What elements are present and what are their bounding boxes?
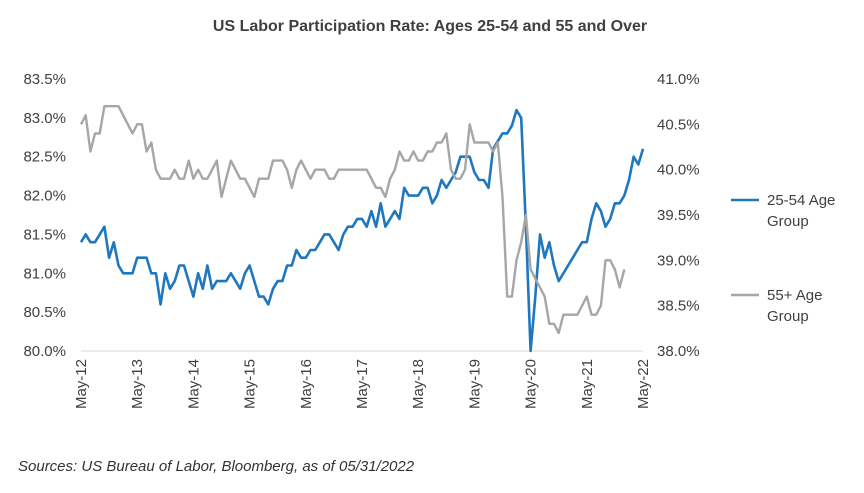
series-lines [79,104,645,353]
left-axis-tick-label: 80.5% [23,304,66,321]
right-axis-tick-label: 40.0% [657,162,700,179]
right-axis-tick-label: 40.5% [657,116,700,133]
left-axis-tick-label: 80.0% [23,343,66,360]
left-axis-tick-label: 81.5% [23,226,66,243]
right-axis-tick-label: 38.5% [657,298,700,315]
x-axis-tick-label: May-14 [185,359,202,409]
legend-label: 55+ Age [767,287,822,304]
right-axis-tick-label: 38.0% [657,343,700,360]
right-axis-tick-label: 41.0% [657,71,700,88]
x-axis-tick-label: May-12 [73,359,90,409]
legend: 25-54 Age Group 55+ Age Group [731,192,835,325]
series-line-age-25-54 [79,108,645,353]
x-axis-tick-label: May-21 [579,359,596,409]
legend-label: Group [767,213,809,230]
right-axis-tick-label: 39.5% [657,207,700,224]
chart-title: US Labor Participation Rate: Ages 25-54 … [213,18,647,35]
left-axis: 80.0% 80.5% 81.0% 81.5% 82.0% 82.5% 83.0% 83.5% [23,71,66,360]
left-axis-tick-label: 81.0% [23,265,66,282]
series-line-age-55-plus [79,104,626,335]
x-axis-tick-label: May-20 [523,359,540,409]
x-axis-tick-label: May-17 [354,359,371,409]
x-axis-tick-label: May-13 [129,359,146,409]
left-axis-tick-label: 83.0% [23,110,66,127]
x-axis: May-12 May-13 May-14 May-15 May-16 May-17 May-… [73,359,652,409]
legend-label: 25-54 Age [767,192,835,209]
x-axis-tick-label: May-16 [298,359,315,409]
right-axis-tick-label: 39.0% [657,252,700,269]
legend-label: Group [767,308,809,325]
left-axis-tick-label: 82.5% [23,149,66,166]
source-note: Sources: US Bureau of Labor, Bloomberg, … [18,458,415,475]
left-axis-tick-label: 82.0% [23,188,66,205]
x-axis-tick-label: May-18 [410,359,427,409]
x-axis-tick-label: May-22 [635,359,652,409]
left-axis-tick-label: 83.5% [23,71,66,88]
x-axis-tick-label: May-15 [242,359,259,409]
x-axis-tick-label: May-19 [466,359,483,409]
right-axis: 38.0% 38.5% 39.0% 39.5% 40.0% 40.5% 41.0% [657,71,700,360]
